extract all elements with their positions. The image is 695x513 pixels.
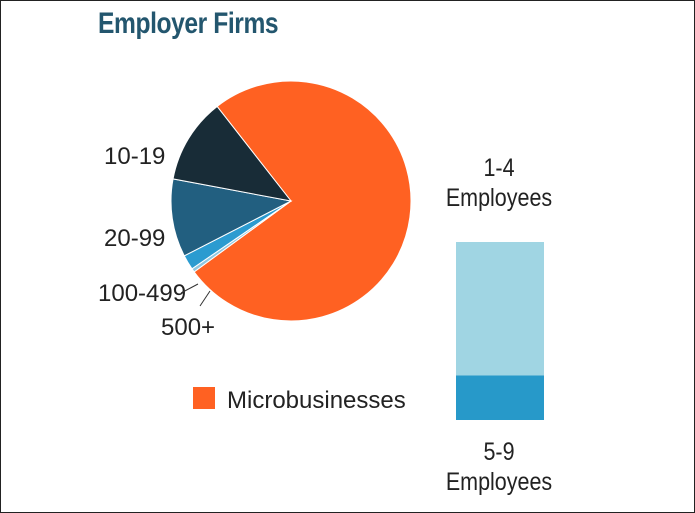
bar-label-5-9-line1: 5-9 xyxy=(483,438,515,466)
bar-label-1-4-line2: Employees xyxy=(445,184,553,212)
pie-slice-microbusinesses xyxy=(193,80,412,322)
bar-label-5-9-line2: Employees xyxy=(445,468,553,496)
legend-swatch-microbusinesses xyxy=(193,387,215,409)
pie-chart xyxy=(170,80,412,322)
pie-slice-10-19 xyxy=(172,105,293,202)
bar-segment-5-9 xyxy=(456,375,544,420)
chart-title: Employer Firms xyxy=(98,7,279,40)
bar-segment-1-4 xyxy=(456,242,544,376)
bar-label-1-4-line1: 1-4 xyxy=(483,154,515,182)
bar-label-1-4: 1-4 Employees xyxy=(432,153,566,213)
bar-label-5-9: 5-9 Employees xyxy=(432,437,566,497)
leader-line-100-499 xyxy=(180,283,199,294)
stacked-bar xyxy=(456,242,544,420)
pie-label-100-499: 100-499 xyxy=(98,280,186,307)
leader-line-500-plus xyxy=(199,290,211,307)
pie-slice-20-99 xyxy=(170,178,293,257)
pie-label-20-99: 20-99 xyxy=(104,225,165,252)
pie-label-500-plus: 500+ xyxy=(161,314,215,341)
legend-label-microbusinesses: Microbusinesses xyxy=(227,387,406,414)
pie-label-10-19: 10-19 xyxy=(104,143,165,170)
